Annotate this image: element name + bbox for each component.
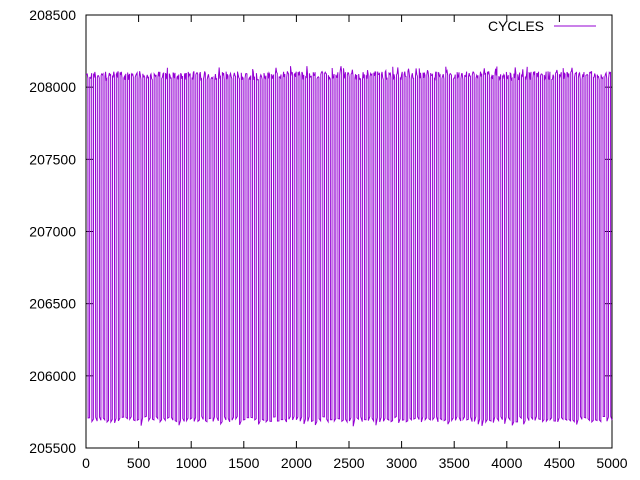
- series-line-cycles: [85, 66, 613, 427]
- series-layer: [85, 66, 613, 427]
- y-tick-label: 207500: [29, 151, 76, 167]
- y-tick-label: 208500: [29, 7, 76, 23]
- x-tick-label: 1000: [176, 455, 207, 471]
- x-tick-label: 2500: [333, 455, 364, 471]
- x-axis: 0 500 1000 1500 2000 2500 3000 3500 4000 4500 5000: [82, 15, 628, 471]
- legend-label-cycles: CYCLES: [488, 18, 544, 34]
- x-tick-label: 1500: [228, 455, 259, 471]
- y-axis: 205500 206000 206500 207000 207500 208000 2085…: [29, 7, 612, 456]
- x-tick-label: 3500: [439, 455, 470, 471]
- x-tick-label: 500: [127, 455, 151, 471]
- x-tick-label: 5000: [596, 455, 627, 471]
- x-tick-label: 0: [82, 455, 90, 471]
- legend: CYCLES: [488, 18, 596, 34]
- x-tick-label: 4500: [544, 455, 575, 471]
- x-tick-label: 4000: [491, 455, 522, 471]
- y-tick-label: 206000: [29, 368, 76, 384]
- x-tick-label: 2000: [281, 455, 312, 471]
- y-tick-label: 205500: [29, 440, 76, 456]
- y-tick-label: 208000: [29, 79, 76, 95]
- x-tick-label: 3000: [386, 455, 417, 471]
- y-tick-label: 206500: [29, 296, 76, 312]
- y-tick-label: 207000: [29, 224, 76, 240]
